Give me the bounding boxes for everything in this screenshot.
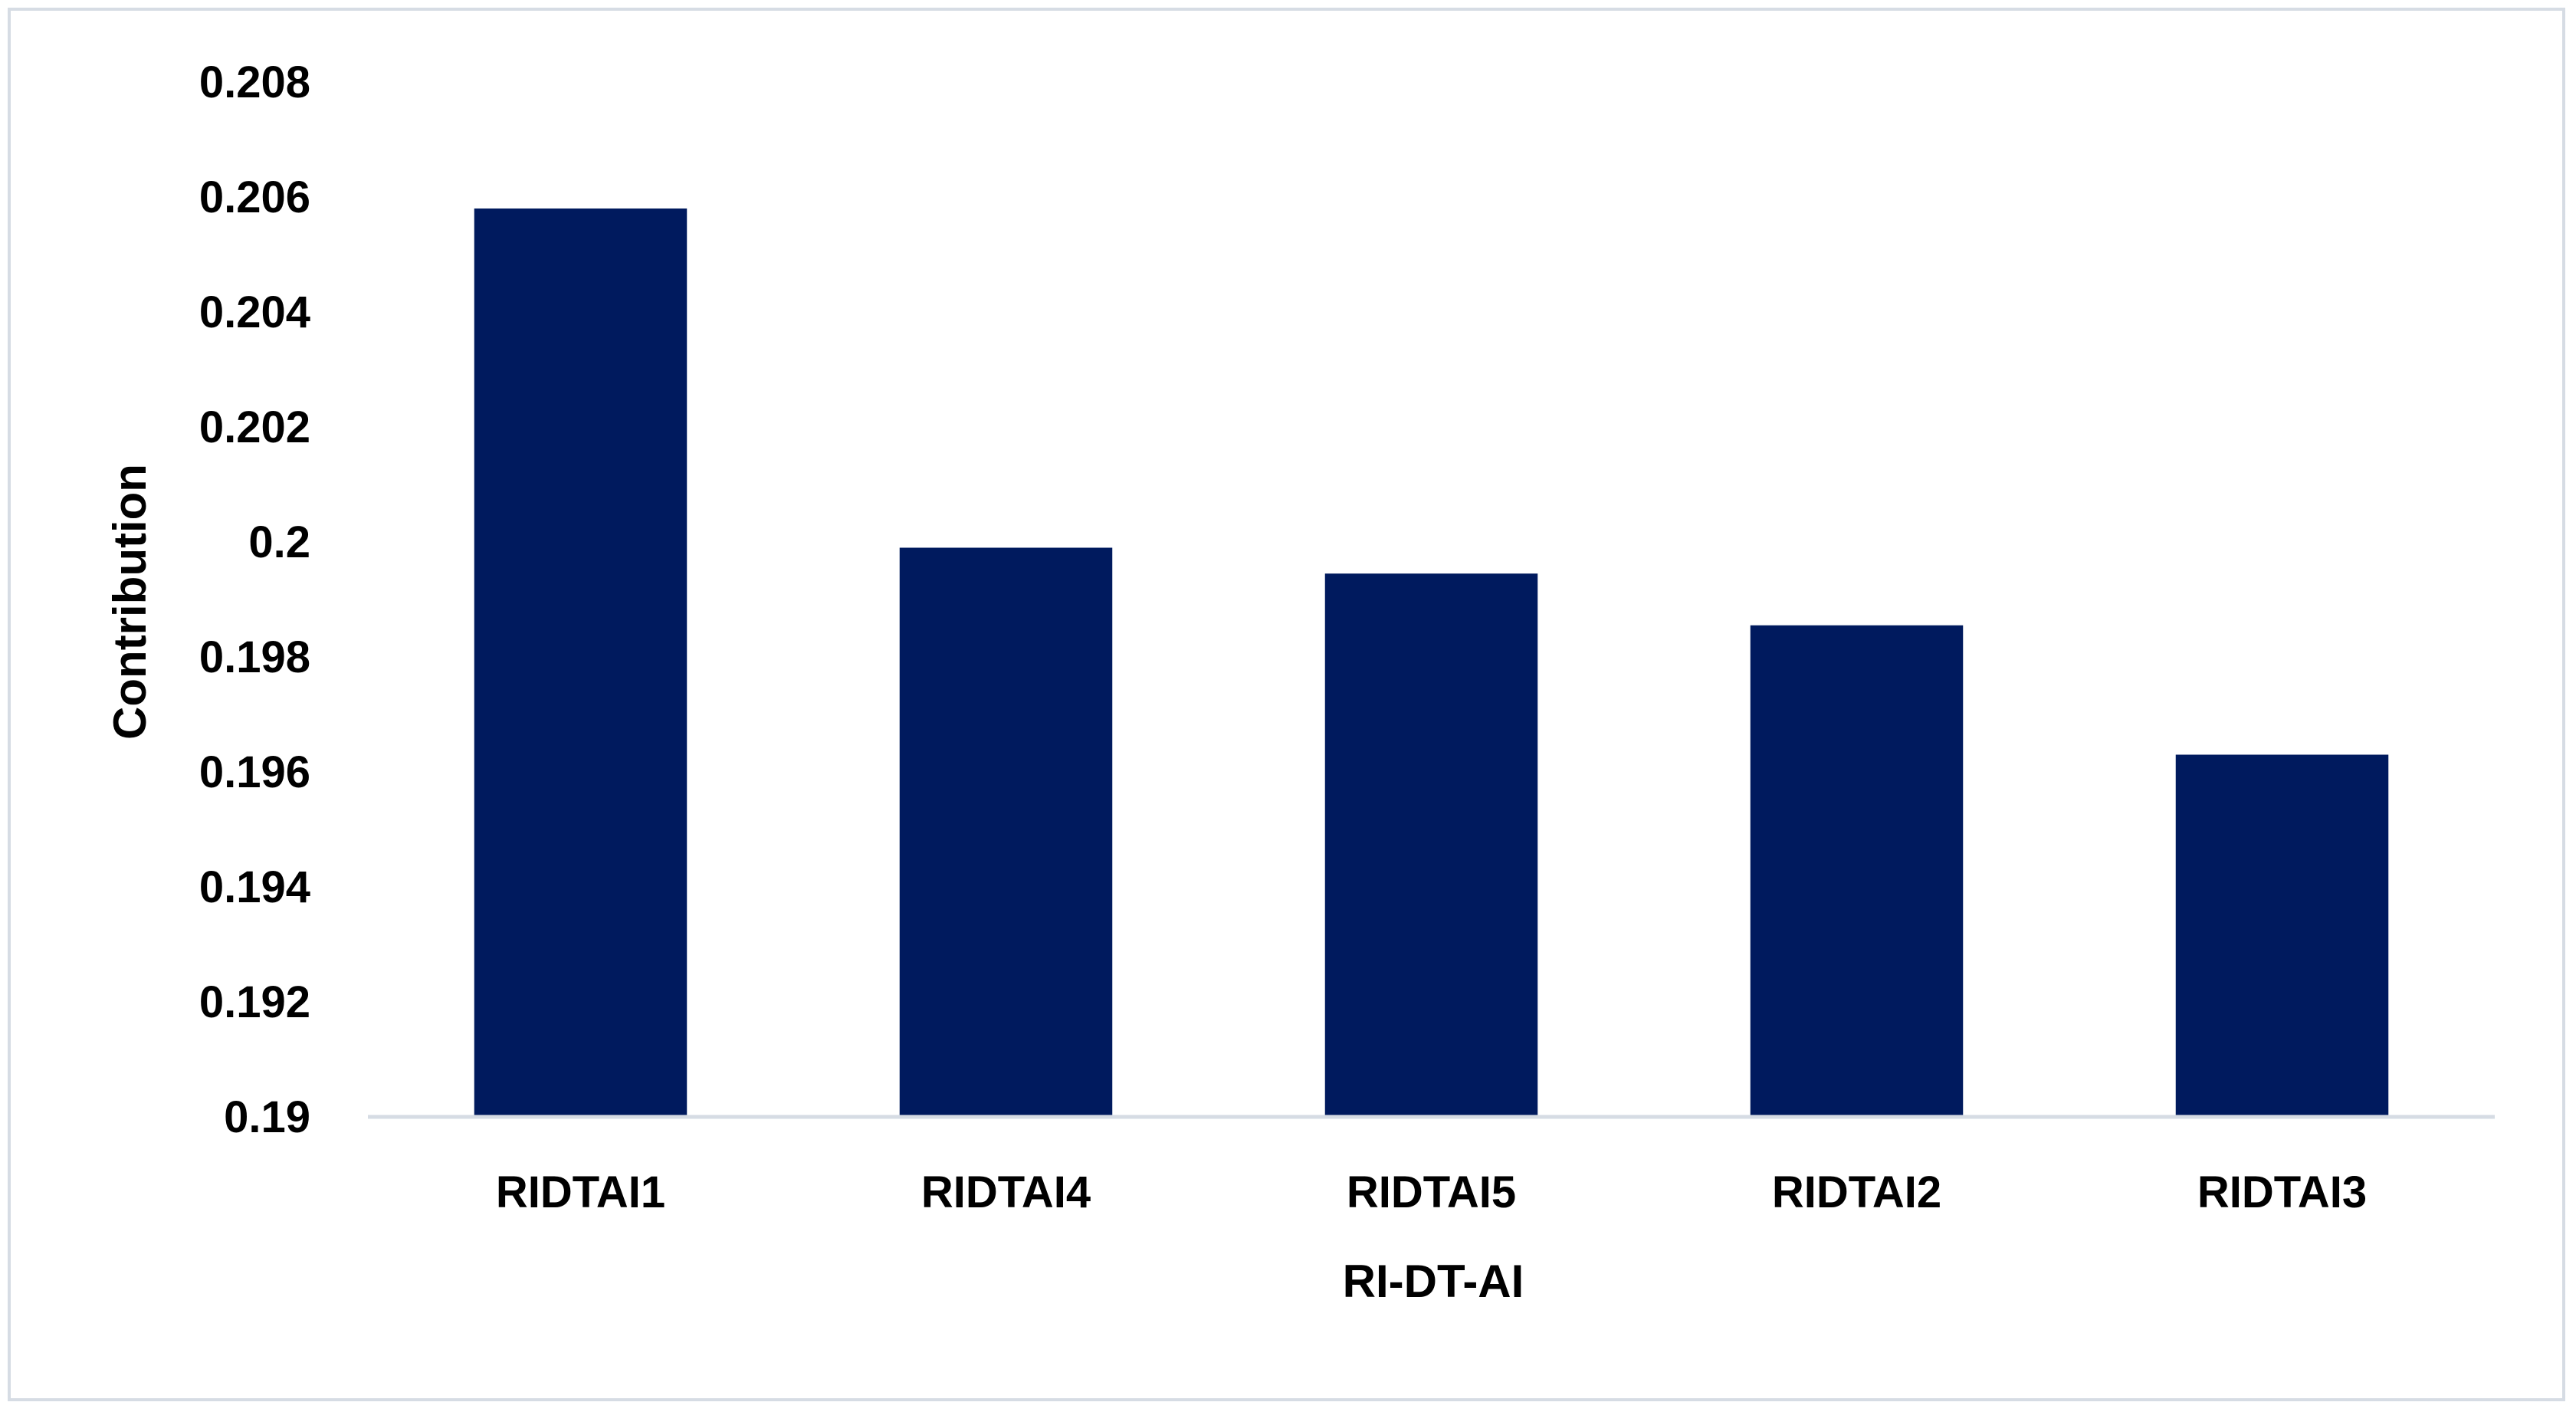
y-tick-label: 0.2 (248, 517, 310, 567)
x-axis-title: RI-DT-AI (1343, 1256, 1524, 1307)
y-tick-label: 0.192 (199, 977, 310, 1027)
y-axis-title: Contribution (104, 464, 156, 740)
bars (474, 209, 2389, 1117)
x-tick-label: RIDTAI4 (921, 1167, 1091, 1217)
chart-frame (8, 8, 2565, 1401)
bar (2175, 754, 2389, 1117)
y-tick-label: 0.202 (199, 402, 310, 452)
y-tick-label: 0.204 (199, 287, 310, 337)
y-tick-label: 0.198 (199, 632, 310, 682)
x-tick-label: RIDTAI3 (2197, 1167, 2367, 1217)
y-tick-label: 0.19 (224, 1092, 310, 1142)
y-tick-label: 0.194 (199, 862, 310, 912)
y-tick-label: 0.208 (199, 57, 310, 107)
y-tick-labels: 0.19 0.192 0.194 0.196 0.198 0.2 0.202 0.204 0.2… (199, 57, 310, 1142)
x-tick-labels: RIDTAI1 RIDTAI4 RIDTAI5 RIDTAI2 RIDTAI3 (496, 1167, 2367, 1217)
y-tick-label: 0.196 (199, 747, 310, 797)
x-tick-label: RIDTAI1 (496, 1167, 665, 1217)
bar (474, 209, 687, 1117)
y-tick-label: 0.206 (199, 172, 310, 222)
bar (899, 547, 1113, 1117)
bar (1324, 573, 1538, 1117)
x-tick-label: RIDTAI2 (1772, 1167, 1941, 1217)
bar (1750, 625, 1964, 1117)
x-tick-label: RIDTAI5 (1347, 1167, 1516, 1217)
